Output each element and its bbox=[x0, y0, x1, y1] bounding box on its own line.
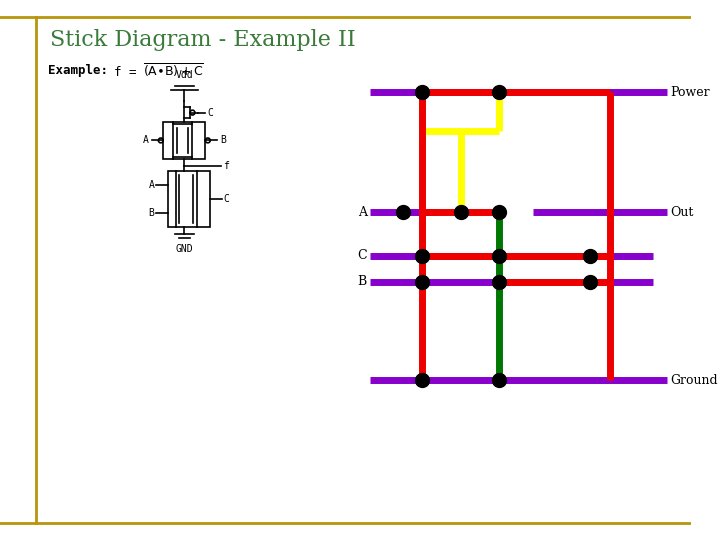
Text: A: A bbox=[148, 180, 155, 190]
Point bbox=[417, 88, 428, 97]
Text: C: C bbox=[207, 107, 213, 118]
Point bbox=[585, 251, 596, 260]
Bar bbox=[163, 122, 205, 159]
Text: Ground: Ground bbox=[670, 374, 718, 387]
Text: C: C bbox=[224, 194, 230, 204]
Text: B: B bbox=[148, 208, 155, 218]
Point bbox=[417, 277, 428, 286]
Point bbox=[455, 208, 467, 217]
Text: GND: GND bbox=[176, 244, 193, 254]
Bar bbox=[168, 171, 210, 227]
Text: Power: Power bbox=[670, 86, 710, 99]
Point bbox=[397, 208, 409, 217]
Point bbox=[493, 88, 505, 97]
Text: Vdd: Vdd bbox=[176, 70, 193, 80]
Text: Out: Out bbox=[670, 206, 693, 219]
Point bbox=[493, 251, 505, 260]
Point bbox=[493, 277, 505, 286]
Text: B: B bbox=[220, 136, 225, 145]
Point bbox=[493, 376, 505, 384]
Text: Example:: Example: bbox=[48, 64, 108, 77]
Text: f: f bbox=[222, 161, 228, 171]
Text: A: A bbox=[143, 136, 149, 145]
Text: A: A bbox=[358, 206, 366, 219]
Point bbox=[493, 208, 505, 217]
Text: Stick Diagram - Example II: Stick Diagram - Example II bbox=[50, 29, 356, 51]
Text: f = $\overline{(\mathrm{A{\bullet}B}) + \mathrm{C}}$: f = $\overline{(\mathrm{A{\bullet}B}) + … bbox=[113, 62, 204, 79]
Text: B: B bbox=[357, 275, 366, 288]
Text: C: C bbox=[357, 249, 366, 262]
Point bbox=[417, 376, 428, 384]
Point bbox=[417, 251, 428, 260]
Point bbox=[585, 277, 596, 286]
